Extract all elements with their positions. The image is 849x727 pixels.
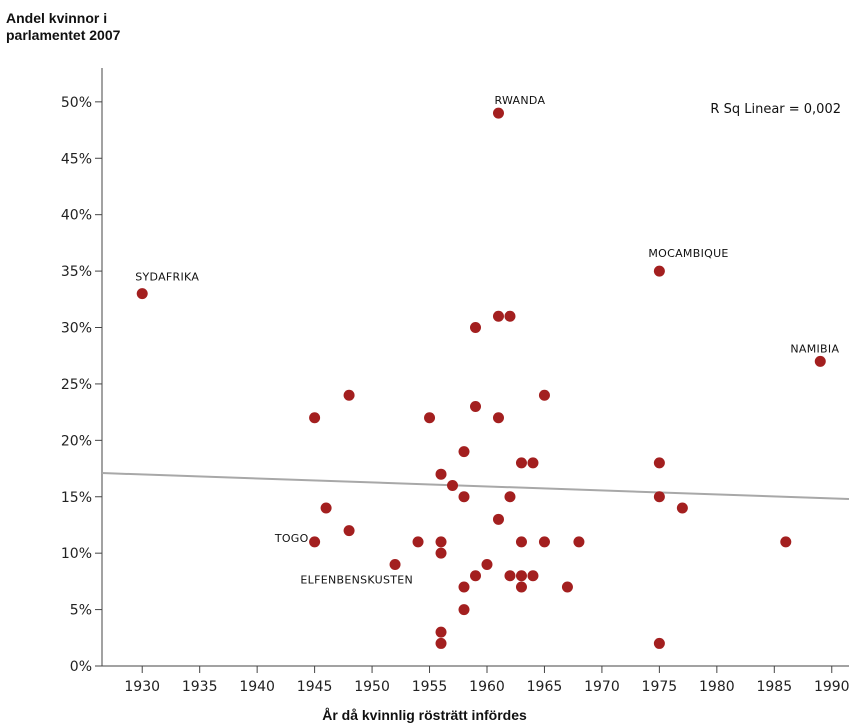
data-point [814,355,826,367]
data-point [527,570,539,582]
x-tick-label: 1960 [469,679,505,695]
data-point [470,570,481,582]
data-point [435,637,447,649]
y-tick-label: 10% [61,546,92,562]
data-point [538,536,550,548]
data-point [309,412,321,424]
data-point [447,479,459,491]
x-tick-label: 1980 [699,679,735,695]
x-tick-label: 1970 [584,679,620,695]
data-point [492,310,504,322]
data-point [492,107,504,119]
point-annotation: NAMIBIA [790,342,839,355]
data-point [504,570,516,582]
data-point [780,536,792,548]
data-point [470,322,481,334]
fit-line [101,472,849,501]
data-point [343,525,355,537]
x-tick-label: 1950 [354,679,390,695]
y-tick-label: 40% [61,208,92,224]
y-tick-label: 45% [61,151,92,167]
x-tick-label: 1990 [814,679,849,695]
point-annotation: TOGO [274,532,309,545]
data-point [653,265,665,277]
data-point [504,491,516,503]
data-point [458,446,470,458]
data-point [527,457,539,469]
x-tick-label: 1975 [642,679,678,695]
data-point [435,626,447,638]
data-point [435,468,447,480]
y-axis-title: Andel kvinnor i parlamentet 2007 [6,10,176,44]
data-point [470,400,481,412]
y-tick-label: 15% [61,490,92,506]
y-tick-label: 20% [61,433,92,449]
x-tick-label: 1945 [297,679,333,695]
data-point [481,558,493,570]
data-point [389,558,401,570]
data-point [515,457,527,469]
data-point [136,288,148,300]
r-squared-label: R Sq Linear = 0,002 [710,102,841,117]
x-tick-label: 1955 [412,679,448,695]
y-tick-label: 0% [70,659,92,675]
data-point [676,502,688,514]
y-tick-label: 5% [70,603,92,619]
data-point [653,637,665,649]
data-point [538,389,550,401]
data-point [515,581,527,593]
data-point [435,547,447,559]
point-annotation: RWANDA [494,94,545,107]
data-point [343,389,355,401]
data-point [515,570,527,582]
x-tick-label: 1935 [182,679,218,695]
data-point [492,412,504,424]
data-point [492,513,504,525]
y-tick-label: 30% [61,321,92,337]
data-point [424,412,436,424]
data-point [309,536,321,548]
y-axis-title-text: Andel kvinnor i parlamentet 2007 [6,10,121,43]
x-axis-title: År då kvinnlig rösträtt infördes [322,707,527,723]
data-point [458,491,470,503]
x-tick-label: 1940 [239,679,275,695]
data-point [504,310,516,322]
point-annotation: SYDAFRIKA [135,271,199,284]
point-annotation: MOCAMBIQUE [648,247,728,260]
data-point [653,457,665,469]
x-tick-label: 1985 [756,679,792,695]
data-point [515,536,527,548]
x-tick-label: 1965 [527,679,563,695]
data-point [653,491,665,503]
y-tick-label: 35% [61,264,92,280]
data-point [458,581,470,593]
point-annotation: ELFENBENSKUSTEN [300,573,413,586]
y-tick-label: 50% [61,95,92,111]
data-point [458,604,470,616]
data-point [573,536,585,548]
data-point [412,536,424,548]
y-tick-label: 25% [61,377,92,393]
x-tick-label: 1930 [124,679,160,695]
data-point [435,536,447,548]
data-point [561,581,573,593]
data-point [320,502,332,514]
